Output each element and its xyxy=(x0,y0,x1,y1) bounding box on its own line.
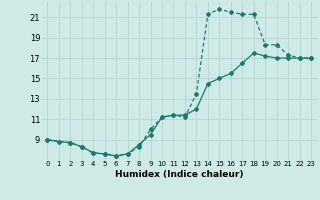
X-axis label: Humidex (Indice chaleur): Humidex (Indice chaleur) xyxy=(115,170,244,179)
